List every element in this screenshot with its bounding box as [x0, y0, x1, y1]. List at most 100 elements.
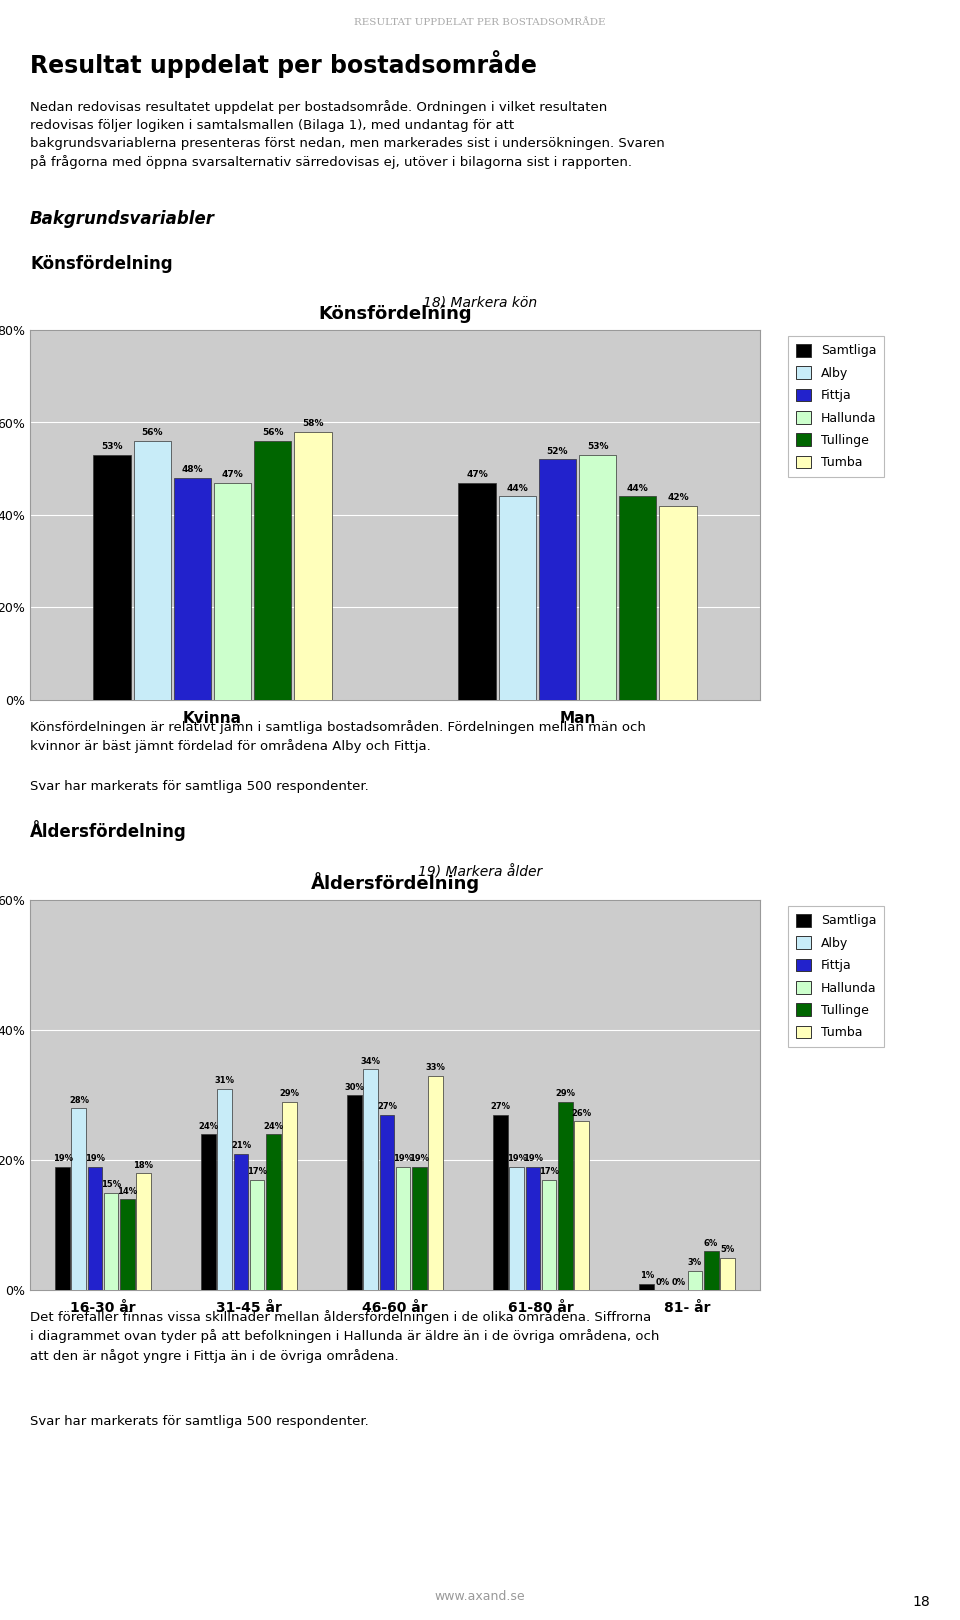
Text: Det förefaller finnas vissa skillnader mellan åldersfördelningen i de olika områ: Det förefaller finnas vissa skillnader m… — [30, 1311, 660, 1362]
Text: 19) Markera ålder: 19) Markera ålder — [418, 865, 542, 880]
Text: 47%: 47% — [222, 470, 244, 480]
Bar — [493, 1115, 508, 1290]
Bar — [619, 496, 657, 700]
Text: 18: 18 — [912, 1596, 930, 1609]
Text: Resultat uppdelat per bostadsområde: Resultat uppdelat per bostadsområde — [30, 50, 537, 78]
Text: 6%: 6% — [704, 1239, 718, 1247]
Text: 29%: 29% — [279, 1089, 300, 1098]
Title: Könsfördelning: Könsfördelning — [318, 305, 471, 322]
Text: Svar har markerats för samtliga 500 respondenter.: Svar har markerats för samtliga 500 resp… — [30, 1414, 369, 1427]
Bar — [541, 1179, 557, 1290]
Bar — [574, 1121, 588, 1290]
Bar — [660, 505, 697, 700]
Bar — [510, 1166, 524, 1290]
Bar — [174, 478, 211, 700]
Bar — [135, 1173, 151, 1290]
Bar — [687, 1270, 703, 1290]
Bar — [579, 455, 616, 700]
Text: 42%: 42% — [667, 492, 688, 502]
Text: 31%: 31% — [215, 1076, 235, 1085]
Text: 47%: 47% — [467, 470, 488, 480]
Text: 19%: 19% — [523, 1153, 543, 1163]
Bar — [294, 433, 331, 700]
Text: 19%: 19% — [507, 1153, 527, 1163]
Bar — [498, 496, 536, 700]
Bar — [254, 441, 292, 700]
Text: 33%: 33% — [425, 1063, 445, 1072]
Text: 19%: 19% — [53, 1153, 73, 1163]
Text: 19%: 19% — [409, 1153, 429, 1163]
Text: 34%: 34% — [361, 1056, 381, 1066]
Text: Nedan redovisas resultatet uppdelat per bostadsområde. Ordningen i vilket result: Nedan redovisas resultatet uppdelat per … — [30, 100, 664, 170]
Bar — [428, 1076, 443, 1290]
Text: 48%: 48% — [181, 465, 204, 475]
Text: 1%: 1% — [639, 1272, 654, 1280]
Text: 29%: 29% — [555, 1089, 575, 1098]
Bar — [539, 460, 576, 700]
Text: Åldersfördelning: Åldersfördelning — [30, 820, 187, 841]
Text: 17%: 17% — [539, 1168, 559, 1176]
Text: 52%: 52% — [546, 447, 568, 455]
Title: Åldersfördelning: Åldersfördelning — [310, 872, 480, 893]
Bar — [214, 483, 252, 700]
Text: Bakgrundsvariabler: Bakgrundsvariabler — [30, 211, 215, 228]
Text: Könsfördelningen är relativt jämn i samtliga bostadsområden. Fördelningen mellan: Könsfördelningen är relativt jämn i samt… — [30, 719, 646, 753]
Bar — [379, 1115, 395, 1290]
Text: 5%: 5% — [720, 1246, 734, 1254]
Bar — [133, 441, 171, 700]
Text: 56%: 56% — [262, 428, 283, 437]
Text: 14%: 14% — [117, 1187, 137, 1196]
Text: 53%: 53% — [102, 442, 123, 452]
Text: 18%: 18% — [133, 1162, 154, 1170]
Text: 24%: 24% — [263, 1121, 283, 1131]
Text: 27%: 27% — [491, 1102, 511, 1111]
Bar — [412, 1166, 426, 1290]
Bar — [233, 1153, 249, 1290]
Bar — [525, 1166, 540, 1290]
Bar — [71, 1108, 86, 1290]
Text: 21%: 21% — [231, 1140, 251, 1150]
Text: 44%: 44% — [507, 484, 528, 492]
Bar — [704, 1251, 718, 1290]
Text: 53%: 53% — [587, 442, 609, 452]
Text: 19%: 19% — [393, 1153, 413, 1163]
Bar — [720, 1257, 734, 1290]
Bar — [364, 1069, 378, 1290]
Bar — [281, 1102, 297, 1290]
Bar — [266, 1134, 280, 1290]
Legend: Samtliga, Alby, Fittja, Hallunda, Tullinge, Tumba: Samtliga, Alby, Fittja, Hallunda, Tullin… — [788, 906, 884, 1047]
Text: 18) Markera kön: 18) Markera kön — [423, 295, 537, 309]
Text: 0%: 0% — [672, 1278, 686, 1286]
Text: 58%: 58% — [302, 420, 324, 428]
Text: Könsfördelning: Könsfördelning — [30, 254, 173, 274]
Text: RESULTAT UPPDELAT PER BOSTADSOMRÅDE: RESULTAT UPPDELAT PER BOSTADSOMRÅDE — [354, 18, 606, 28]
Bar — [93, 455, 131, 700]
Text: 30%: 30% — [345, 1082, 365, 1092]
Text: 44%: 44% — [627, 484, 649, 492]
Text: 17%: 17% — [247, 1168, 267, 1176]
Bar — [459, 483, 495, 700]
Bar — [104, 1192, 118, 1290]
Text: 15%: 15% — [101, 1181, 121, 1189]
Bar — [87, 1166, 103, 1290]
Bar — [348, 1095, 362, 1290]
Text: 0%: 0% — [656, 1278, 670, 1286]
Text: 24%: 24% — [199, 1121, 219, 1131]
Text: Svar har markerats för samtliga 500 respondenter.: Svar har markerats för samtliga 500 resp… — [30, 779, 369, 794]
Bar — [56, 1166, 70, 1290]
Text: www.axand.se: www.axand.se — [435, 1589, 525, 1604]
Text: 56%: 56% — [141, 428, 163, 437]
Text: 27%: 27% — [377, 1102, 397, 1111]
Bar — [202, 1134, 216, 1290]
Legend: Samtliga, Alby, Fittja, Hallunda, Tullinge, Tumba: Samtliga, Alby, Fittja, Hallunda, Tullin… — [788, 337, 884, 476]
Bar — [120, 1199, 134, 1290]
Text: 19%: 19% — [85, 1153, 105, 1163]
Bar — [558, 1102, 572, 1290]
Bar — [396, 1166, 411, 1290]
Bar — [218, 1089, 232, 1290]
Text: 26%: 26% — [571, 1108, 591, 1118]
Bar — [250, 1179, 265, 1290]
Text: 3%: 3% — [688, 1259, 702, 1267]
Text: 28%: 28% — [69, 1095, 89, 1105]
Bar — [639, 1283, 655, 1290]
